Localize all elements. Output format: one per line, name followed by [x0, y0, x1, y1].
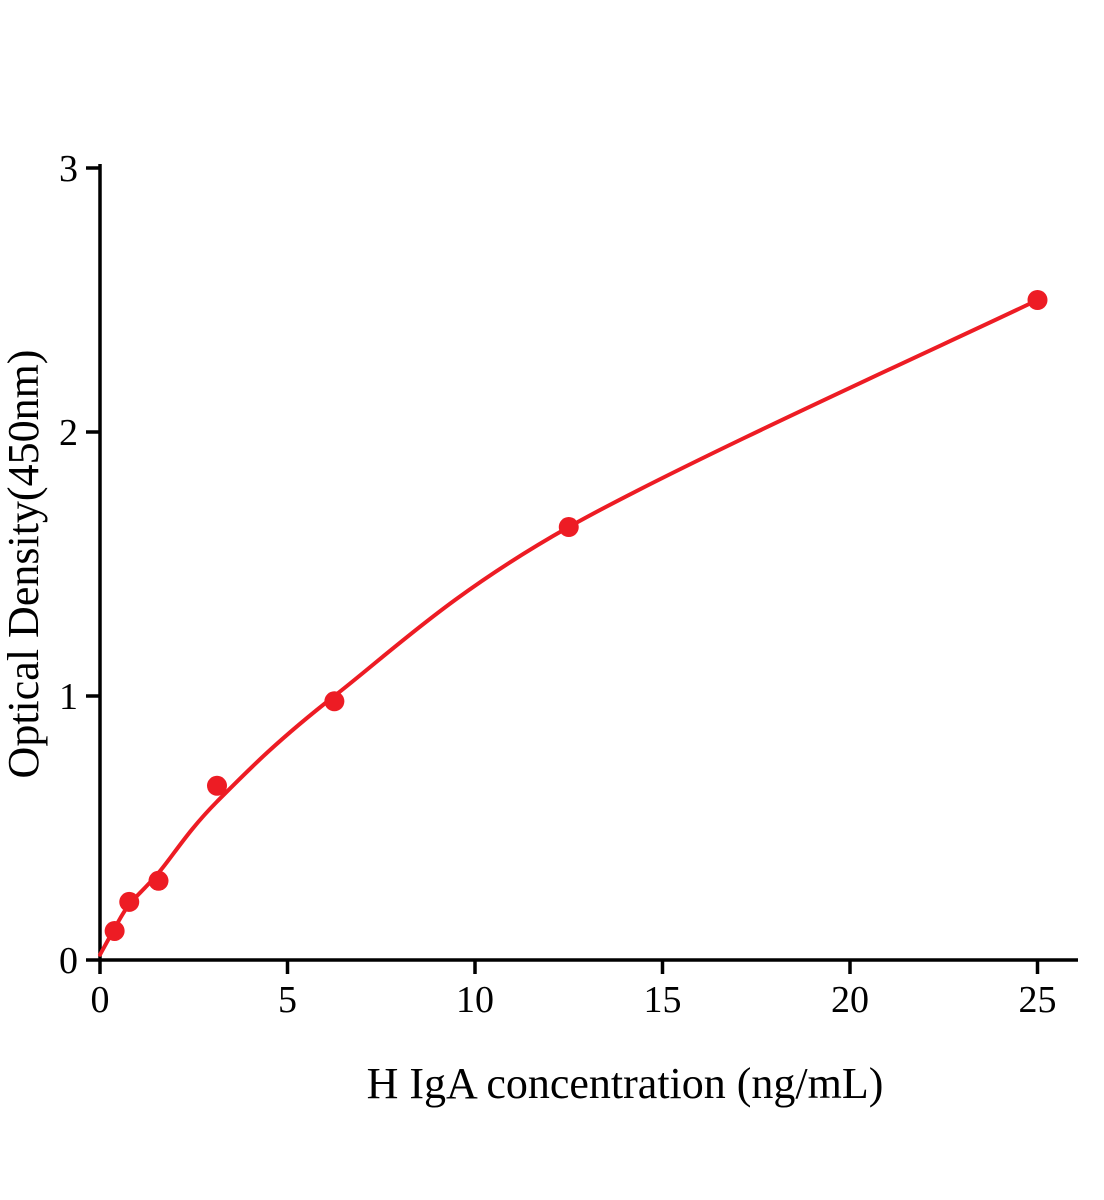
x-tick-label: 15	[644, 979, 682, 1021]
data-point	[104, 920, 125, 941]
x-axis-title: H IgA concentration (ng/mL)	[367, 1059, 884, 1108]
data-point	[207, 775, 227, 796]
data-point	[324, 691, 345, 712]
x-tick-label: 10	[456, 979, 494, 1021]
x-tick-label: 20	[831, 979, 869, 1021]
y-axis-title: Optical Density(450nm)	[0, 350, 48, 779]
x-tick-label: 0	[91, 979, 110, 1021]
y-tick-label: 2	[59, 412, 78, 454]
data-point	[148, 870, 169, 891]
y-tick-label: 0	[59, 940, 78, 982]
y-tick-label: 1	[59, 676, 78, 718]
y-tick-label: 3	[59, 148, 78, 190]
data-point	[558, 517, 579, 538]
x-tick-label: 25	[1019, 979, 1057, 1021]
data-point	[119, 891, 140, 912]
fitted-curve	[98, 298, 1040, 957]
data-point	[1027, 290, 1048, 310]
plot-layer: 0 5 10 15 20 25 0 1 2 3	[59, 148, 1078, 1021]
x-tick-label: 5	[278, 979, 297, 1021]
